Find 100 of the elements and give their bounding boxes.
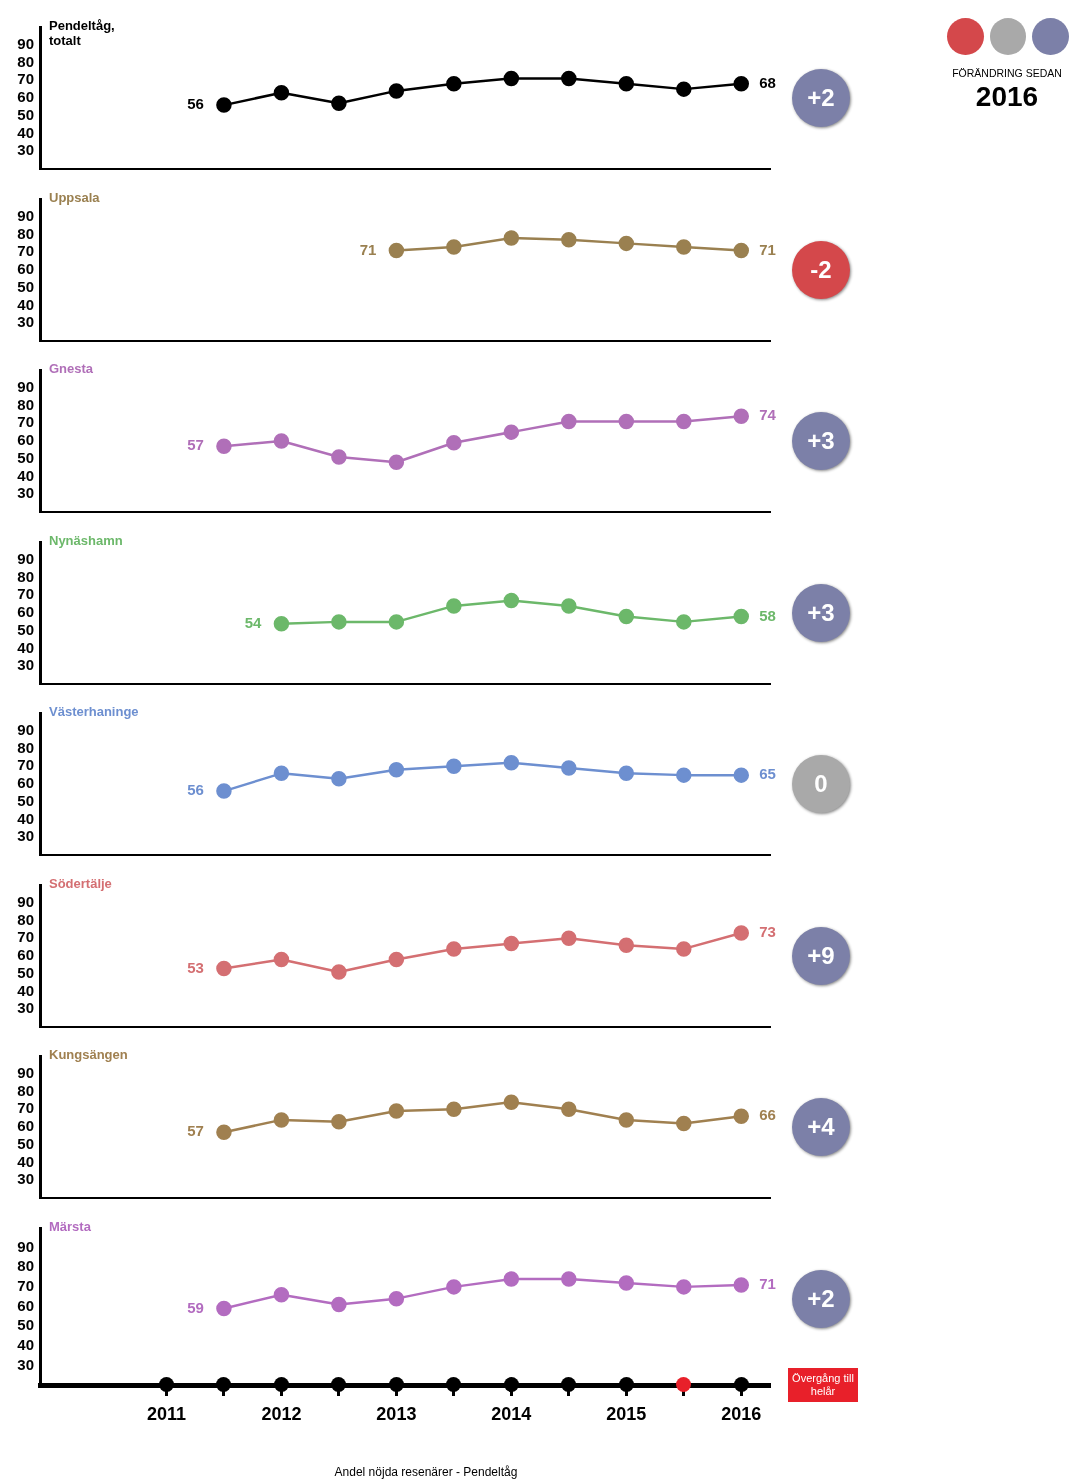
y-tick-label: 30 [17, 484, 34, 502]
text: +3 [792, 412, 850, 470]
y-tick-label: 70 [17, 241, 34, 259]
y-tick-label: 30 [17, 141, 34, 159]
point [331, 963, 347, 980]
y-tick-label: 90 [17, 892, 34, 910]
point [618, 608, 635, 624]
chart-title: Uppsala [49, 189, 100, 205]
text: +2 [792, 1269, 850, 1328]
point [503, 592, 520, 608]
point [273, 615, 290, 631]
point [388, 1290, 405, 1306]
point [273, 1286, 290, 1302]
point [388, 613, 405, 630]
y-tick-label: 70 [17, 584, 34, 602]
point [618, 413, 635, 430]
x-tick-label: 2015 [606, 1403, 647, 1424]
point [618, 76, 635, 92]
x-tick-label: 2012 [261, 1403, 302, 1424]
y-tick-label: 90 [17, 549, 34, 567]
point [446, 1101, 462, 1117]
point [503, 229, 520, 246]
x-tick-label: 2014 [491, 1403, 532, 1424]
point [446, 940, 462, 957]
point [273, 433, 290, 449]
chart-title: Kungsängen [49, 1047, 128, 1062]
text: +2 [792, 69, 850, 127]
point [503, 1270, 520, 1287]
point [216, 1124, 232, 1141]
point [216, 438, 232, 455]
point [216, 97, 232, 113]
point [561, 70, 577, 87]
point [561, 231, 577, 248]
data-label: 71 [759, 240, 776, 258]
point [676, 613, 692, 630]
point [273, 84, 290, 101]
data-label: 58 [759, 606, 776, 624]
y-tick-label: 70 [17, 1099, 34, 1117]
y-tick-label: 60 [17, 259, 34, 277]
y-tick-label: 50 [17, 105, 34, 123]
y-tick-label: 50 [17, 791, 34, 809]
point [676, 238, 692, 255]
y-tick-label: 40 [17, 466, 34, 484]
point [446, 597, 462, 614]
data-label: 65 [759, 765, 776, 783]
chart-title: Västerhaninge [49, 704, 139, 719]
y-tick-label: 90 [17, 720, 34, 738]
point [216, 1300, 232, 1316]
point [216, 783, 232, 799]
point [618, 765, 635, 782]
data-label: 56 [187, 781, 204, 799]
y-tick-label: 60 [17, 774, 34, 792]
x-tick-label: 2013 [376, 1403, 417, 1424]
point [331, 1296, 347, 1312]
point [446, 435, 462, 451]
point [331, 95, 347, 112]
point [446, 758, 462, 774]
point [388, 951, 405, 967]
y-tick-label: 40 [17, 1335, 34, 1353]
point [331, 1113, 347, 1130]
data-label: 56 [187, 95, 204, 113]
chart-title: Pendeltåg, totalt [49, 18, 116, 48]
chart-title: Södertälje [49, 875, 112, 891]
point [561, 413, 577, 430]
data-label: 53 [187, 958, 204, 976]
point [388, 454, 405, 471]
point [503, 754, 520, 771]
data-label: 74 [759, 406, 777, 424]
y-tick-label: 80 [17, 738, 34, 756]
text: 0 [792, 755, 850, 813]
point [733, 408, 750, 424]
y-tick-label: 60 [17, 945, 34, 963]
text: 2016 [974, 81, 1040, 113]
point [273, 951, 290, 967]
y-tick-label: 40 [17, 981, 34, 999]
point [388, 1103, 405, 1119]
point [331, 449, 347, 465]
chart-title: Gnesta [49, 361, 94, 376]
y-tick-label: 80 [17, 224, 34, 242]
y-tick-label: 40 [17, 1152, 34, 1170]
y-tick-label: 80 [17, 52, 34, 70]
y-tick-label: 50 [17, 277, 34, 295]
y-tick-label: 60 [17, 88, 34, 106]
data-label: 59 [187, 1298, 204, 1316]
y-tick-label: 40 [17, 638, 34, 656]
point [561, 930, 577, 946]
y-tick-label: 50 [17, 1315, 34, 1333]
y-tick-label: 50 [17, 963, 34, 981]
y-tick-label: 40 [17, 295, 34, 313]
point [503, 1094, 520, 1110]
text: +9 [792, 926, 850, 985]
point [388, 762, 405, 778]
y-tick-label: 30 [17, 827, 34, 845]
y-tick-label: 90 [17, 34, 34, 52]
y-tick-label: 70 [17, 70, 34, 88]
point [733, 608, 750, 624]
text: +3 [792, 583, 850, 642]
data-label: 71 [759, 1274, 776, 1292]
point [216, 960, 232, 976]
point [388, 242, 405, 258]
